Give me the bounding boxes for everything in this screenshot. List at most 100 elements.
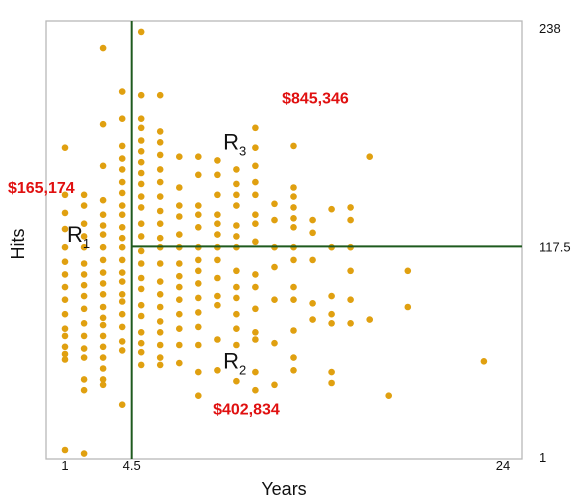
data-point xyxy=(62,447,69,454)
data-point xyxy=(157,329,164,336)
data-point xyxy=(138,260,145,267)
data-point xyxy=(62,258,69,265)
data-point xyxy=(195,202,202,209)
data-point xyxy=(81,192,88,199)
data-point xyxy=(81,202,88,209)
y-tick-label: 238 xyxy=(539,21,561,36)
data-point xyxy=(119,190,126,197)
data-point xyxy=(328,311,335,318)
data-point xyxy=(81,333,88,340)
data-point xyxy=(481,358,488,365)
data-point xyxy=(157,278,164,285)
data-point xyxy=(252,220,259,227)
data-point xyxy=(252,336,259,343)
data-point xyxy=(100,121,107,128)
data-point xyxy=(233,233,240,240)
data-point xyxy=(157,318,164,325)
data-point xyxy=(119,155,126,162)
data-point xyxy=(290,354,297,361)
data-point xyxy=(233,202,240,209)
data-point xyxy=(138,233,145,240)
data-point xyxy=(252,271,259,278)
region-salary-r2: $402,834 xyxy=(213,402,280,419)
data-point xyxy=(176,311,183,318)
data-point xyxy=(62,325,69,332)
x-tick-label: 24 xyxy=(496,458,510,473)
region-subscript: 1 xyxy=(83,236,90,251)
data-point xyxy=(290,204,297,211)
data-point xyxy=(233,222,240,229)
data-point xyxy=(157,166,164,173)
data-point xyxy=(271,217,278,224)
data-point xyxy=(195,295,202,302)
data-point xyxy=(100,211,107,218)
data-point xyxy=(385,392,392,399)
data-point xyxy=(119,324,126,331)
data-point xyxy=(252,239,259,246)
data-point xyxy=(119,244,126,251)
data-point xyxy=(214,211,221,218)
data-point xyxy=(195,392,202,399)
data-point xyxy=(100,322,107,329)
data-point xyxy=(81,306,88,313)
data-point xyxy=(81,387,88,394)
data-point xyxy=(195,224,202,231)
data-point xyxy=(157,152,164,159)
data-point xyxy=(176,184,183,191)
data-point xyxy=(81,376,88,383)
data-point xyxy=(195,268,202,275)
region-label-r2: R2 xyxy=(223,349,246,378)
data-point xyxy=(138,302,145,309)
data-point xyxy=(271,296,278,303)
data-point xyxy=(233,378,240,385)
data-point xyxy=(214,192,221,199)
region-salary-r1: $165,174 xyxy=(8,180,75,197)
data-point xyxy=(81,271,88,278)
data-point xyxy=(233,181,240,188)
data-point xyxy=(290,257,297,264)
data-point xyxy=(157,291,164,298)
data-point xyxy=(138,181,145,188)
data-point xyxy=(119,115,126,122)
data-point xyxy=(100,197,107,204)
data-point xyxy=(100,45,107,52)
data-point xyxy=(176,231,183,238)
data-point xyxy=(214,367,221,374)
region-subscript: 2 xyxy=(239,363,246,378)
data-point xyxy=(309,316,316,323)
data-point xyxy=(138,204,145,211)
data-point xyxy=(138,193,145,200)
x-axis-label: Years xyxy=(261,479,306,499)
data-point xyxy=(157,208,164,215)
data-point xyxy=(176,284,183,291)
data-point xyxy=(252,387,259,394)
data-point xyxy=(157,92,164,99)
data-point xyxy=(328,369,335,376)
data-point xyxy=(233,325,240,332)
data-point xyxy=(157,128,164,135)
data-point xyxy=(214,231,221,238)
data-point xyxy=(138,159,145,166)
data-point xyxy=(290,184,297,191)
data-point xyxy=(100,163,107,170)
data-point xyxy=(119,269,126,276)
data-point xyxy=(290,224,297,231)
data-point xyxy=(119,202,126,209)
data-point xyxy=(195,324,202,331)
x-tick-labels: 1 4.5 24 xyxy=(61,458,510,473)
data-point xyxy=(138,115,145,122)
data-point xyxy=(195,369,202,376)
data-point xyxy=(62,344,69,351)
data-point xyxy=(138,275,145,282)
data-point xyxy=(81,450,88,457)
data-point xyxy=(100,244,107,251)
y-tick-labels: 1117.5238 xyxy=(539,21,571,465)
data-point xyxy=(81,260,88,267)
data-point xyxy=(62,271,69,278)
data-point xyxy=(233,166,240,173)
data-point xyxy=(138,286,145,293)
data-point xyxy=(290,193,297,200)
data-point xyxy=(195,342,202,349)
data-point xyxy=(271,264,278,271)
